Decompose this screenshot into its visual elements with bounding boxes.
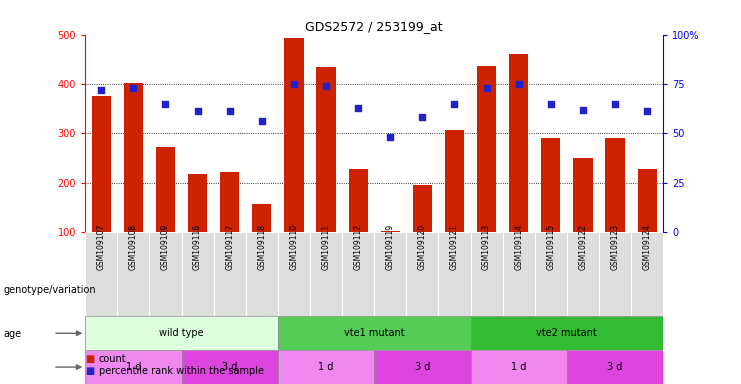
Text: 1 d: 1 d: [319, 362, 333, 372]
Point: [159, 101, 171, 107]
Text: GSM109107: GSM109107: [97, 223, 106, 270]
Point: [545, 101, 556, 107]
Text: GSM109119: GSM109119: [386, 224, 395, 270]
FancyBboxPatch shape: [85, 350, 182, 384]
Bar: [252, 204, 271, 232]
Point: [416, 114, 428, 121]
Bar: [285, 38, 304, 232]
Text: 3 d: 3 d: [415, 362, 430, 372]
FancyBboxPatch shape: [471, 350, 567, 384]
Bar: [477, 66, 496, 232]
FancyBboxPatch shape: [85, 232, 117, 316]
Point: [448, 101, 460, 107]
Bar: [605, 138, 625, 232]
FancyBboxPatch shape: [278, 350, 374, 384]
Text: 1 d: 1 d: [126, 362, 141, 372]
FancyBboxPatch shape: [502, 232, 535, 316]
Bar: [541, 138, 560, 232]
Point: [513, 81, 525, 87]
FancyBboxPatch shape: [374, 350, 471, 384]
Point: [256, 118, 268, 124]
FancyBboxPatch shape: [439, 232, 471, 316]
Bar: [574, 158, 593, 232]
Point: [192, 108, 204, 114]
Text: GSM109123: GSM109123: [611, 224, 619, 270]
FancyBboxPatch shape: [150, 232, 182, 316]
FancyBboxPatch shape: [182, 232, 213, 316]
FancyBboxPatch shape: [182, 350, 278, 384]
Text: GSM109109: GSM109109: [161, 223, 170, 270]
FancyBboxPatch shape: [213, 232, 246, 316]
FancyBboxPatch shape: [471, 232, 502, 316]
Point: [385, 134, 396, 140]
FancyBboxPatch shape: [567, 350, 663, 384]
FancyBboxPatch shape: [374, 232, 406, 316]
Point: [481, 85, 493, 91]
Text: GSM109121: GSM109121: [450, 224, 459, 270]
Text: GSM109122: GSM109122: [579, 224, 588, 270]
Title: GDS2572 / 253199_at: GDS2572 / 253199_at: [305, 20, 443, 33]
Bar: [348, 169, 368, 232]
Text: GSM109118: GSM109118: [257, 224, 266, 270]
FancyBboxPatch shape: [631, 232, 663, 316]
Text: GSM109111: GSM109111: [322, 224, 330, 270]
Text: vte1 mutant: vte1 mutant: [344, 328, 405, 338]
Text: GSM109124: GSM109124: [642, 224, 651, 270]
Bar: [413, 185, 432, 232]
Point: [320, 83, 332, 89]
Text: 1 d: 1 d: [511, 362, 526, 372]
Point: [352, 104, 364, 111]
Bar: [381, 231, 400, 232]
Text: percentile rank within the sample: percentile rank within the sample: [99, 366, 264, 376]
FancyBboxPatch shape: [342, 232, 374, 316]
Point: [224, 108, 236, 114]
Bar: [637, 169, 657, 232]
FancyBboxPatch shape: [117, 232, 150, 316]
Point: [609, 101, 621, 107]
FancyBboxPatch shape: [278, 316, 471, 350]
FancyBboxPatch shape: [567, 232, 599, 316]
Bar: [92, 96, 111, 232]
Text: GSM109117: GSM109117: [225, 224, 234, 270]
Point: [577, 106, 589, 113]
Point: [641, 108, 653, 114]
Text: count: count: [99, 354, 126, 364]
Point: [127, 85, 139, 91]
Text: GSM109115: GSM109115: [546, 224, 555, 270]
Bar: [124, 83, 143, 232]
FancyBboxPatch shape: [406, 232, 439, 316]
Bar: [509, 54, 528, 232]
FancyBboxPatch shape: [85, 316, 278, 350]
Text: GSM109114: GSM109114: [514, 224, 523, 270]
Text: ■: ■: [85, 366, 94, 376]
Text: 3 d: 3 d: [222, 362, 237, 372]
Point: [288, 81, 300, 87]
Bar: [445, 130, 464, 232]
Text: GSM109113: GSM109113: [482, 224, 491, 270]
Text: genotype/variation: genotype/variation: [4, 285, 96, 295]
Text: ■: ■: [85, 354, 94, 364]
Bar: [316, 66, 336, 232]
Bar: [220, 172, 239, 232]
FancyBboxPatch shape: [246, 232, 278, 316]
FancyBboxPatch shape: [535, 232, 567, 316]
Text: 3 d: 3 d: [608, 362, 622, 372]
Text: wild type: wild type: [159, 328, 204, 338]
Text: GSM109112: GSM109112: [353, 224, 362, 270]
Text: GSM109116: GSM109116: [193, 224, 202, 270]
FancyBboxPatch shape: [310, 232, 342, 316]
Bar: [156, 147, 175, 232]
Text: GSM109120: GSM109120: [418, 224, 427, 270]
Text: GSM109108: GSM109108: [129, 224, 138, 270]
Point: [96, 87, 107, 93]
Text: vte2 mutant: vte2 mutant: [536, 328, 597, 338]
FancyBboxPatch shape: [278, 232, 310, 316]
FancyBboxPatch shape: [471, 316, 663, 350]
FancyBboxPatch shape: [599, 232, 631, 316]
Text: GSM109110: GSM109110: [290, 224, 299, 270]
Bar: [188, 174, 207, 232]
Text: age: age: [4, 329, 21, 339]
